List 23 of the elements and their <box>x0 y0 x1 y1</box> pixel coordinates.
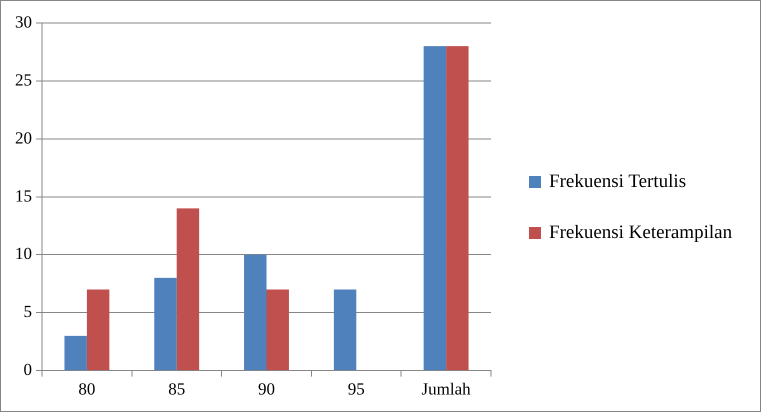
x-tick-label: 80 <box>78 379 96 398</box>
bar <box>86 289 110 370</box>
x-tick-label: 95 <box>348 379 365 398</box>
bar <box>266 289 289 370</box>
y-tick-label: 10 <box>15 244 32 264</box>
x-tick-label: 85 <box>168 379 186 398</box>
y-tick-label: 20 <box>15 128 32 148</box>
legend-label: Frekuensi Keterampilan <box>549 221 732 245</box>
y-tick-label: 30 <box>15 12 32 32</box>
y-tick-label: 0 <box>24 360 32 380</box>
y-tick-label: 15 <box>15 186 32 206</box>
bar <box>334 289 356 370</box>
bar <box>64 336 87 370</box>
bar <box>154 278 177 370</box>
bar <box>176 208 200 370</box>
y-tick-label: 5 <box>24 302 32 322</box>
legend-label: Frekuensi Tertulis <box>549 170 686 194</box>
y-tick-label: 25 <box>15 70 32 90</box>
bar <box>424 46 446 370</box>
bar <box>244 254 266 370</box>
bar <box>446 46 469 370</box>
x-tick-label: 90 <box>258 379 275 398</box>
x-tick-label: Jumlah <box>422 379 472 398</box>
